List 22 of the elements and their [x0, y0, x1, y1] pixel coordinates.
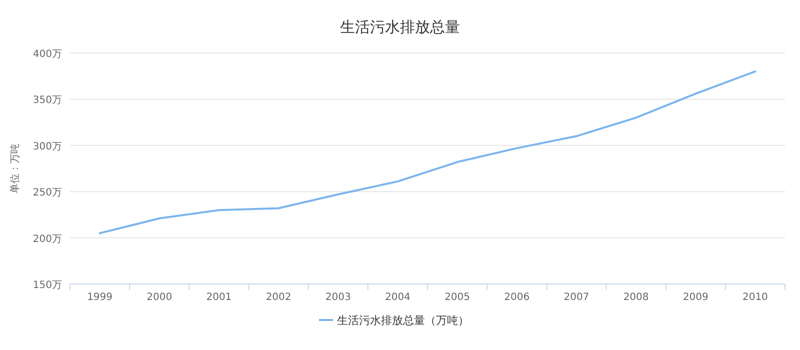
x-tick-label: 2001 — [206, 292, 232, 303]
y-tick-label: 250万 — [32, 188, 62, 199]
y-tick-label: 350万 — [32, 95, 62, 106]
x-tick-label: 2004 — [384, 292, 410, 303]
y-tick-label: 300万 — [32, 141, 62, 152]
x-tick-label: 2005 — [444, 292, 470, 303]
x-tick-label: 2007 — [564, 292, 590, 303]
chart-title: 生活污水排放总量 — [340, 18, 460, 36]
x-tick-label: 2003 — [325, 292, 351, 303]
x-tick-label: 2010 — [742, 292, 768, 303]
y-tick-label: 150万 — [32, 280, 62, 291]
legend-label: 生活污水排放总量（万吨） — [337, 314, 469, 327]
x-tick-label: 2000 — [146, 292, 172, 303]
x-tick-label: 2002 — [266, 292, 292, 303]
y-tick-label: 400万 — [32, 49, 62, 60]
y-axis-title: 单位：万吨 — [9, 144, 21, 194]
x-tick-label: 1999 — [87, 292, 113, 303]
x-tick-label: 2008 — [623, 292, 649, 303]
x-tick-label: 2009 — [682, 292, 708, 303]
line-series — [98, 70, 756, 234]
y-tick-label: 200万 — [32, 234, 62, 245]
x-tick-label: 2006 — [504, 292, 530, 303]
